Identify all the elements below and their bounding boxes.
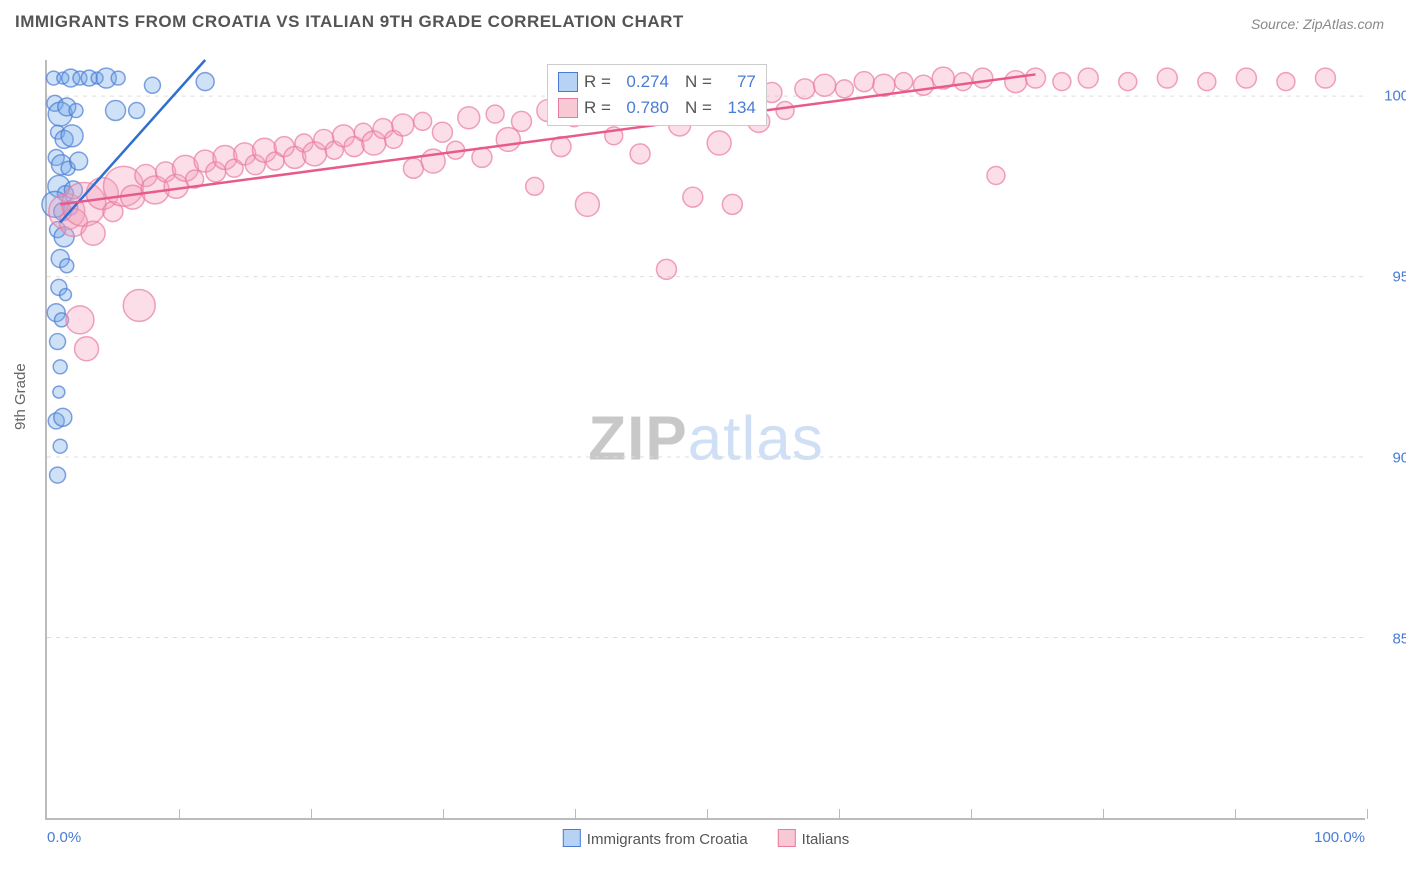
x-tick-mark bbox=[839, 809, 840, 819]
plot-area: ZIPatlas 85.0%90.0%95.0%100.0% 0.0% 100.… bbox=[45, 60, 1365, 820]
scatter-point-italians bbox=[403, 158, 423, 178]
x-axis-label-left: 0.0% bbox=[47, 829, 81, 846]
scatter-point-italians bbox=[1053, 73, 1071, 91]
scatter-point-croatia bbox=[70, 152, 88, 170]
n-label: N = bbox=[685, 69, 712, 95]
stat-row-croatia: R =0.274 N =77 bbox=[558, 69, 756, 95]
scatter-point-italians bbox=[123, 289, 155, 321]
scatter-point-italians bbox=[496, 127, 520, 151]
legend-label: Immigrants from Croatia bbox=[587, 831, 748, 848]
scatter-point-croatia bbox=[129, 103, 145, 119]
scatter-point-italians bbox=[854, 72, 874, 92]
legend-swatch-icon bbox=[778, 829, 796, 847]
stat-swatch-icon bbox=[558, 98, 578, 118]
n-value: 77 bbox=[718, 69, 756, 95]
r-label: R = bbox=[584, 95, 611, 121]
x-tick-mark bbox=[443, 809, 444, 819]
y-tick-label: 85.0% bbox=[1375, 631, 1406, 648]
y-tick-label: 95.0% bbox=[1375, 269, 1406, 286]
scatter-point-croatia bbox=[144, 77, 160, 93]
scatter-point-italians bbox=[75, 337, 99, 361]
scatter-point-italians bbox=[526, 177, 544, 195]
source-attribution: Source: ZipAtlas.com bbox=[1251, 16, 1384, 32]
scatter-point-croatia bbox=[111, 71, 125, 85]
correlation-stat-box: R =0.274 N =77 R =0.780 N =134 bbox=[547, 64, 767, 126]
scatter-point-croatia bbox=[196, 73, 214, 91]
scatter-point-italians bbox=[895, 73, 913, 91]
x-tick-mark bbox=[1235, 809, 1236, 819]
x-tick-mark bbox=[311, 809, 312, 819]
stat-swatch-icon bbox=[558, 72, 578, 92]
chart-title: IMMIGRANTS FROM CROATIA VS ITALIAN 9TH G… bbox=[15, 12, 684, 32]
scatter-point-italians bbox=[1119, 73, 1137, 91]
scatter-point-italians bbox=[973, 68, 993, 88]
scatter-point-italians bbox=[472, 147, 492, 167]
x-tick-mark bbox=[575, 809, 576, 819]
x-tick-mark bbox=[1103, 809, 1104, 819]
scatter-point-croatia bbox=[54, 408, 72, 426]
n-label: N = bbox=[685, 95, 712, 121]
scatter-point-italians bbox=[432, 122, 452, 142]
scatter-point-italians bbox=[835, 80, 853, 98]
scatter-point-italians bbox=[814, 74, 836, 96]
r-value: 0.274 bbox=[617, 69, 669, 95]
scatter-point-italians bbox=[392, 114, 414, 136]
x-tick-mark bbox=[179, 809, 180, 819]
n-value: 134 bbox=[718, 95, 756, 121]
legend-swatch-icon bbox=[563, 829, 581, 847]
scatter-point-croatia bbox=[106, 101, 126, 121]
scatter-point-italians bbox=[414, 112, 432, 130]
scatter-point-italians bbox=[81, 221, 105, 245]
scatter-point-croatia bbox=[60, 259, 74, 273]
scatter-point-italians bbox=[987, 167, 1005, 185]
scatter-point-italians bbox=[575, 192, 599, 216]
scatter-point-italians bbox=[66, 306, 94, 334]
r-label: R = bbox=[584, 69, 611, 95]
plot-svg bbox=[47, 60, 1365, 818]
x-tick-mark bbox=[1367, 809, 1368, 819]
legend-label: Italians bbox=[802, 831, 850, 848]
scatter-point-croatia bbox=[61, 125, 83, 147]
scatter-point-italians bbox=[1277, 73, 1295, 91]
scatter-point-croatia bbox=[53, 360, 67, 374]
x-axis-label-right: 100.0% bbox=[1314, 829, 1365, 846]
scatter-point-croatia bbox=[50, 334, 66, 350]
y-axis-title: 9th Grade bbox=[12, 363, 29, 430]
scatter-point-croatia bbox=[50, 467, 66, 483]
scatter-point-italians bbox=[913, 75, 933, 95]
scatter-point-italians bbox=[954, 73, 972, 91]
scatter-point-italians bbox=[1157, 68, 1177, 88]
scatter-point-italians bbox=[511, 111, 531, 131]
scatter-point-italians bbox=[1236, 68, 1256, 88]
r-value: 0.780 bbox=[617, 95, 669, 121]
scatter-point-italians bbox=[656, 259, 676, 279]
scatter-point-italians bbox=[486, 105, 504, 123]
scatter-point-italians bbox=[776, 102, 794, 120]
scatter-point-italians bbox=[683, 187, 703, 207]
y-tick-label: 90.0% bbox=[1375, 450, 1406, 467]
x-tick-mark bbox=[971, 809, 972, 819]
scatter-point-croatia bbox=[53, 439, 67, 453]
legend-item-croatia: Immigrants from Croatia bbox=[563, 829, 748, 848]
stat-row-italians: R =0.780 N =134 bbox=[558, 95, 756, 121]
scatter-point-italians bbox=[630, 144, 650, 164]
scatter-point-italians bbox=[458, 107, 480, 129]
scatter-point-croatia bbox=[69, 104, 83, 118]
scatter-point-italians bbox=[1078, 68, 1098, 88]
x-tick-mark bbox=[707, 809, 708, 819]
legend-item-italians: Italians bbox=[778, 829, 850, 848]
y-tick-label: 100.0% bbox=[1375, 88, 1406, 105]
scatter-point-italians bbox=[1005, 71, 1027, 93]
scatter-point-italians bbox=[722, 194, 742, 214]
scatter-point-croatia bbox=[53, 386, 65, 398]
scatter-point-italians bbox=[1315, 68, 1335, 88]
scatter-point-croatia bbox=[59, 289, 71, 301]
legend: Immigrants from Croatia Italians bbox=[563, 829, 849, 848]
scatter-point-italians bbox=[795, 79, 815, 99]
scatter-point-italians bbox=[1026, 68, 1046, 88]
chart-container: IMMIGRANTS FROM CROATIA VS ITALIAN 9TH G… bbox=[0, 0, 1406, 892]
scatter-point-italians bbox=[707, 131, 731, 155]
scatter-point-italians bbox=[1198, 73, 1216, 91]
